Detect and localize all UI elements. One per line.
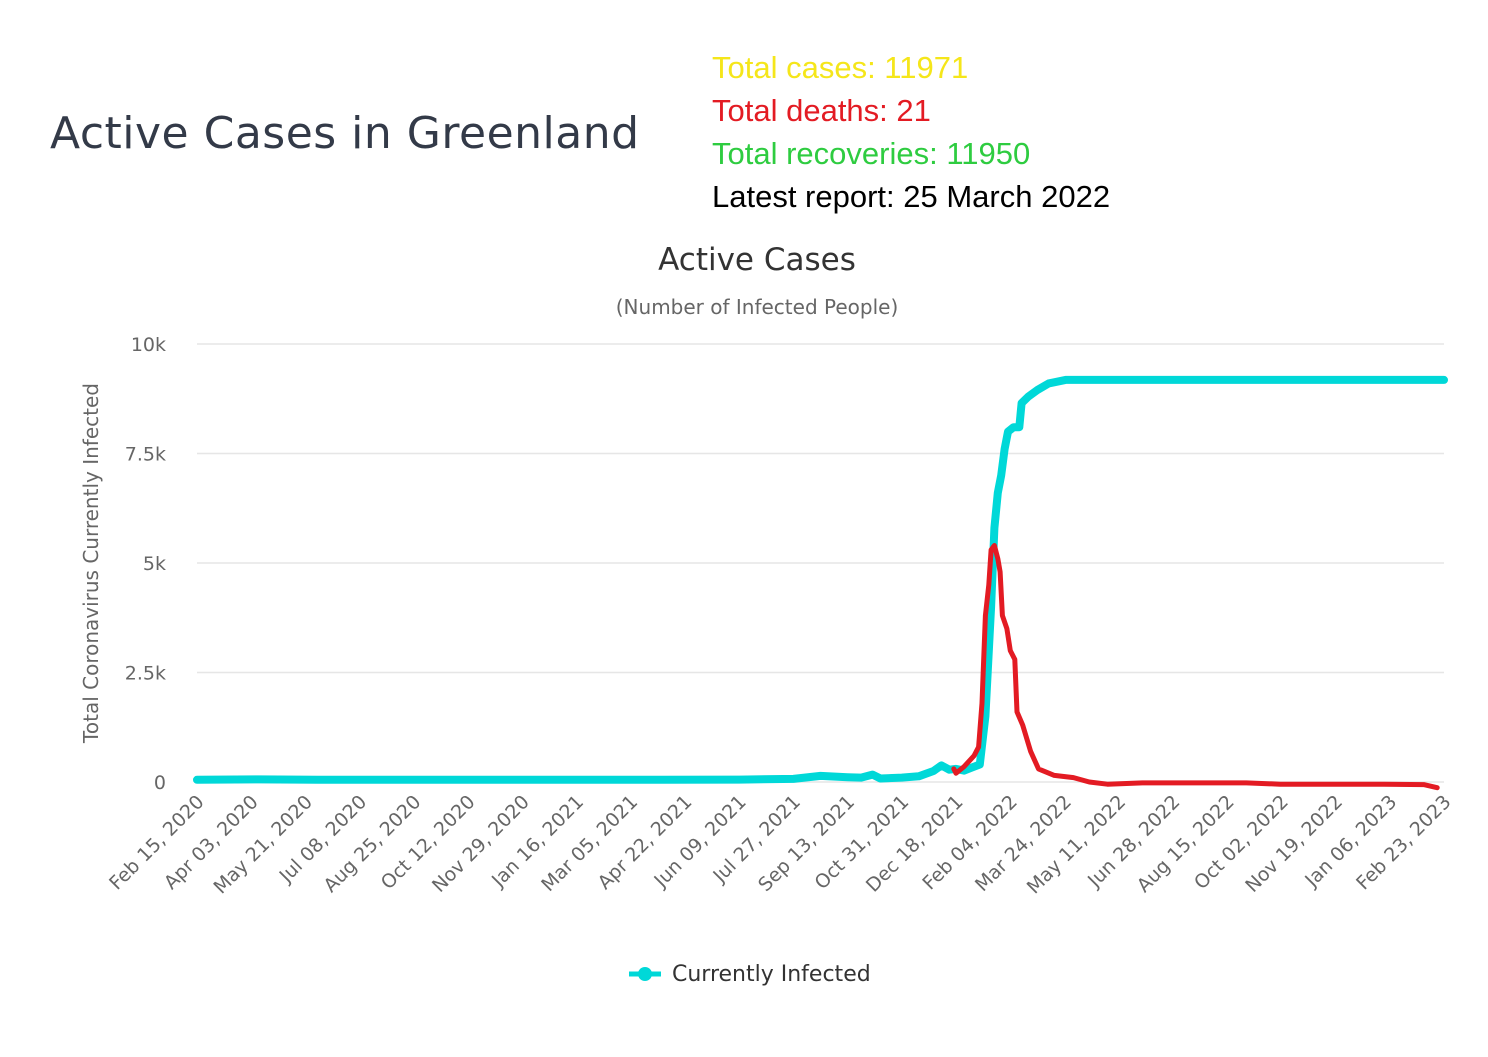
x-tick-label: Mar 05, 2021 (537, 791, 642, 896)
gridlines (197, 343, 1444, 783)
x-tick-label: Aug 25, 2020 (320, 791, 426, 897)
page-title: Active Cases in Greenland (50, 108, 640, 159)
total-recoveries-stat: Total recoveries: 11950 (712, 136, 1031, 171)
y-tick-labels: 0 2.5k 5k 7.5k 10k (125, 334, 166, 794)
series-line-currently-infected (193, 375, 1448, 784)
legend-label-currently-infected: Currently Infected (672, 962, 871, 987)
x-tick-label: Oct 02, 2022 (1190, 791, 1293, 894)
total-deaths-stat: Total deaths: 21 (712, 93, 931, 128)
chart-title: Active Cases (658, 242, 856, 278)
x-tick-label: Nov 19, 2022 (1241, 791, 1347, 897)
chart-subtitle: (Number of Infected People) (616, 295, 899, 319)
x-tick-label: Apr 22, 2021 (594, 791, 697, 894)
x-tick-label: Oct 12, 2020 (377, 791, 480, 894)
y-tick-label: 2.5k (125, 663, 166, 685)
y-axis-label: Total Coronavirus Currently Infected (79, 383, 103, 744)
overlay-line-red (951, 543, 1440, 791)
stats-panel: Total cases: 11971 Total deaths: 21 Tota… (712, 46, 1110, 218)
legend-marker-currently-infected (638, 967, 652, 981)
x-tick-label: Feb 04, 2022 (918, 791, 1021, 894)
x-tick-label: Mar 24, 2022 (971, 791, 1076, 896)
x-tick-label: Apr 03, 2020 (160, 791, 263, 894)
y-tick-label: 0 (154, 772, 166, 794)
y-tick-label: 5k (143, 553, 166, 575)
y-tick-label: 7.5k (125, 444, 166, 466)
x-tick-label: Feb 15, 2020 (105, 791, 208, 894)
y-tick-label: 10k (131, 334, 166, 356)
legend[interactable]: Currently Infected (629, 962, 871, 987)
x-tick-label: Nov 29, 2020 (428, 791, 534, 897)
x-tick-label: Sep 13, 2021 (754, 791, 859, 896)
x-tick-label: Oct 31, 2021 (810, 791, 913, 894)
latest-report-stat: Latest report: 25 March 2022 (712, 179, 1111, 214)
x-tick-label: Aug 15, 2022 (1133, 791, 1239, 897)
total-cases-stat: Total cases: 11971 (712, 50, 969, 85)
x-tick-label: Dec 18, 2021 (862, 791, 968, 897)
x-tick-label: Feb 23, 2023 (1352, 791, 1455, 894)
series-lines (193, 375, 1448, 791)
